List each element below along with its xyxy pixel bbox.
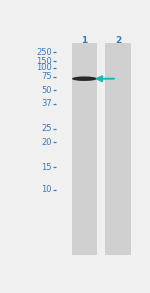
Ellipse shape <box>72 76 97 81</box>
Text: 15: 15 <box>41 163 52 172</box>
Bar <box>72 43 97 255</box>
Text: 250: 250 <box>36 47 52 57</box>
Bar <box>105 43 131 255</box>
Text: 100: 100 <box>36 63 52 72</box>
Text: 37: 37 <box>41 99 52 108</box>
Text: 10: 10 <box>41 185 52 194</box>
Text: 25: 25 <box>41 124 52 133</box>
Text: 150: 150 <box>36 57 52 66</box>
Text: 2: 2 <box>115 36 121 45</box>
Text: 20: 20 <box>41 138 52 147</box>
Text: 50: 50 <box>41 86 52 95</box>
Text: 75: 75 <box>41 72 52 81</box>
Text: 1: 1 <box>81 36 88 45</box>
